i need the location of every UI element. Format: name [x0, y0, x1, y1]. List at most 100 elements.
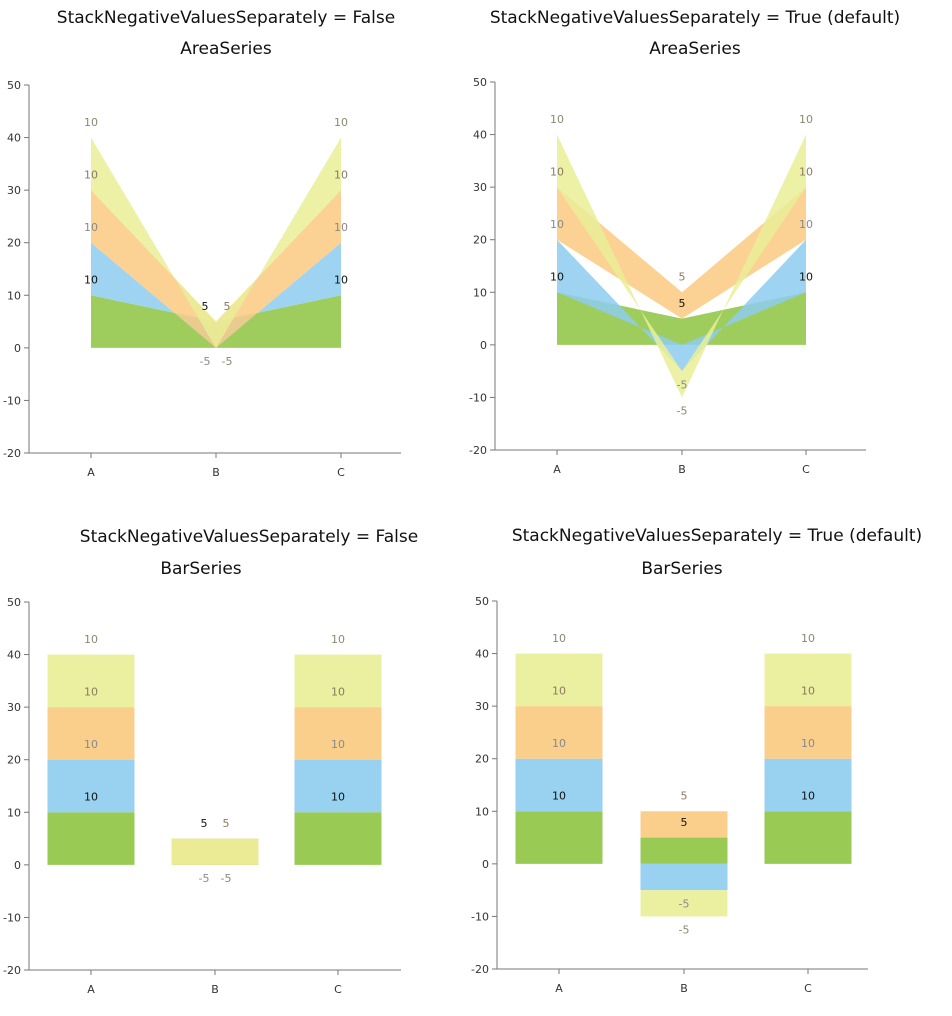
y-tick-label: 20: [473, 234, 487, 247]
data-label: 5: [202, 300, 209, 313]
chart-3-title: StackNegativeValuesSeparately = False: [79, 527, 419, 547]
y-tick-label: 0: [14, 342, 21, 355]
data-label: 10: [334, 168, 348, 181]
data-label: 10: [552, 684, 566, 697]
data-label: 5: [224, 300, 231, 313]
data-label: -5: [221, 872, 232, 885]
chart-3-subtitle: BarSeries: [160, 559, 242, 579]
chart-4-title: StackNegativeValuesSeparately = True (de…: [511, 526, 923, 546]
data-label: 10: [799, 218, 813, 231]
data-label: 10: [799, 165, 813, 178]
y-tick-label: 50: [7, 596, 21, 609]
y-tick-label: 40: [7, 132, 21, 145]
data-label: 10: [799, 113, 813, 126]
data-label: 10: [334, 274, 348, 287]
data-label: -5: [677, 405, 688, 418]
x-tick-label: C: [337, 466, 345, 479]
bar-series-1-B: [640, 837, 728, 864]
data-label: 10: [331, 791, 345, 804]
data-label: 5: [679, 271, 686, 284]
y-tick-label: 30: [7, 184, 21, 197]
data-label: 10: [801, 737, 815, 750]
data-label: 10: [84, 738, 98, 751]
data-label: 10: [801, 684, 815, 697]
data-label: 10: [84, 791, 98, 804]
data-label: 10: [550, 271, 564, 284]
data-label: 10: [550, 218, 564, 231]
data-label: 10: [331, 738, 345, 751]
bar-series-2-C: [764, 758, 852, 812]
bar-series-1-C: [764, 811, 852, 864]
bar-series-4-A: [47, 654, 135, 708]
y-tick-label: -20: [469, 444, 487, 457]
bar-series-1-A: [515, 811, 603, 864]
chart-2-subtitle: AreaSeries: [649, 39, 741, 59]
chart-1-title: StackNegativeValuesSeparately = False: [56, 8, 396, 28]
area-series-2: [557, 239, 806, 372]
x-tick-label: B: [211, 983, 219, 996]
data-label: 10: [84, 168, 98, 181]
bar-series-3-A: [47, 707, 135, 760]
x-tick-label: A: [553, 463, 561, 476]
bar-series-4-C: [294, 654, 382, 708]
x-tick-label: C: [802, 463, 810, 476]
data-label: 5: [681, 790, 688, 803]
bar-series-1-C: [294, 812, 382, 865]
bar-series-1-A: [47, 812, 135, 865]
y-tick-label: 40: [475, 648, 489, 661]
data-label: -5: [679, 924, 690, 937]
chart-2-title: StackNegativeValuesSeparately = True (de…: [489, 8, 901, 28]
bar-series-4-B: [171, 838, 259, 865]
data-label: 10: [331, 685, 345, 698]
chart-2: -20 -10 0 10 20 30 40 50 A B C 10 5 10 10 -5 10 10 5 10 10 -5…: [469, 76, 866, 476]
data-label: 10: [84, 685, 98, 698]
data-label: -5: [679, 897, 690, 910]
bar-series-2-A: [515, 758, 603, 812]
x-tick-label: A: [555, 982, 563, 995]
bar-series-2-C: [294, 759, 382, 813]
y-tick-label: 50: [473, 76, 487, 89]
y-tick-label: 30: [475, 700, 489, 713]
bar-series-4-A: [515, 653, 603, 707]
y-tick-label: 0: [14, 859, 21, 872]
bar-series-3-A: [515, 706, 603, 759]
data-label: -5: [199, 872, 210, 885]
y-tick-label: -10: [469, 391, 487, 404]
bar-series-2-A: [47, 759, 135, 813]
y-tick-label: -10: [471, 910, 489, 923]
data-label: 10: [84, 633, 98, 646]
bar-series-2-B: [640, 863, 728, 891]
x-tick-label: C: [334, 983, 342, 996]
data-label: 5: [679, 297, 686, 310]
x-tick-label: A: [87, 983, 95, 996]
data-label: 10: [84, 221, 98, 234]
bar-series-4-B: [640, 890, 728, 917]
chart-1-subtitle: AreaSeries: [180, 39, 272, 59]
data-label: 5: [681, 816, 688, 829]
data-label: 10: [552, 737, 566, 750]
data-label: -5: [222, 355, 233, 368]
y-tick-label: -10: [3, 911, 21, 924]
area-series-3: [91, 190, 341, 348]
y-tick-label: 0: [482, 858, 489, 871]
y-tick-label: 50: [475, 595, 489, 608]
y-tick-label: 10: [7, 806, 21, 819]
y-tick-label: 20: [7, 237, 21, 250]
area-series-1: [91, 295, 341, 348]
bar-series-3-B: [640, 811, 728, 838]
y-tick-label: 10: [7, 289, 21, 302]
y-tick-label: 40: [7, 649, 21, 662]
chart-1: -20 -10 0 10 20 30 40 50 A B C 10 5 10 10 -5 10 10 5 10 10 -5…: [3, 79, 401, 479]
data-label: 10: [552, 632, 566, 645]
bar-series-4-C: [764, 653, 852, 707]
data-label: 5: [223, 817, 230, 830]
bar-series-3-C: [764, 706, 852, 759]
data-label: 10: [334, 221, 348, 234]
y-tick-label: 20: [7, 754, 21, 767]
data-label: 10: [550, 113, 564, 126]
data-label: -5: [677, 378, 688, 391]
y-tick-label: 0: [480, 339, 487, 352]
x-tick-label: B: [680, 982, 688, 995]
y-tick-label: 30: [7, 701, 21, 714]
data-label: 10: [334, 116, 348, 129]
